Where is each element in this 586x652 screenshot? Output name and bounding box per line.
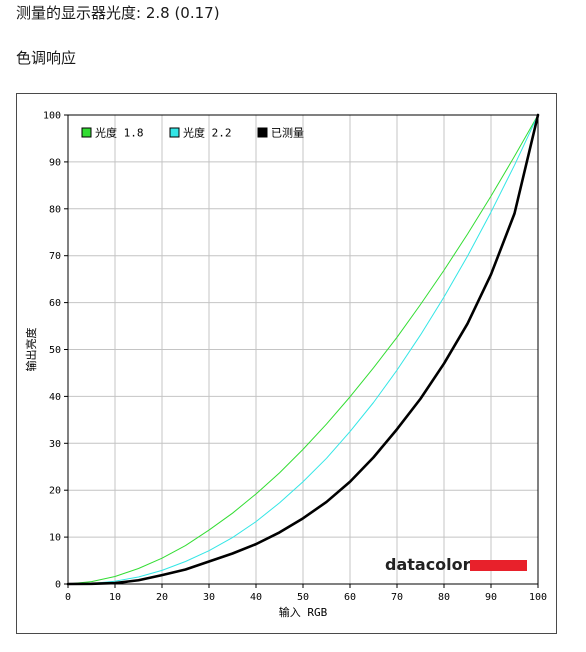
chart-frame: 0 10 20 30 40 50 60 70 80 90 100 0 10 20 30 40 50 60 70 80 9… <box>16 93 557 634</box>
legend-label: 光度 1.8 <box>95 126 144 140</box>
plot-border <box>67 114 539 585</box>
x-tick-label: 0 <box>65 592 71 603</box>
x-tick-label: 30 <box>203 592 215 603</box>
legend-swatch <box>257 127 268 138</box>
x-tick-label: 20 <box>156 592 168 603</box>
y-tick-label: 70 <box>49 251 61 262</box>
x-tick-label: 70 <box>391 592 403 603</box>
legend-swatch <box>81 127 92 138</box>
y-tick-label: 40 <box>49 392 61 403</box>
x-tick-label: 40 <box>250 592 262 603</box>
page-title: 测量的显示器光度: 2.8 (0.17) <box>16 4 220 22</box>
chart-series <box>66 113 540 586</box>
datacolor-logo-bar <box>470 560 527 571</box>
x-tick-label: 80 <box>438 592 450 603</box>
y-tick-label: 50 <box>49 345 61 356</box>
tone-response-chart: 0 10 20 30 40 50 60 70 80 90 100 0 10 20 30 40 50 60 70 80 9… <box>24 111 547 620</box>
x-axis-label: 输入 RGB <box>279 605 328 619</box>
datacolor-logo: datacolor <box>385 555 527 574</box>
x-tick-label: 90 <box>485 592 497 603</box>
series-line-1 <box>67 114 539 585</box>
y-tick-label: 20 <box>49 486 61 497</box>
x-tick-label: 50 <box>297 592 309 603</box>
chart-legend: 光度 1.8 光度 2.2 已测量 <box>81 126 304 140</box>
x-tick-label: 10 <box>109 592 121 603</box>
y-axis-label: 输出亮度 <box>24 328 38 372</box>
y-tick-label: 30 <box>49 439 61 450</box>
y-tick-label: 80 <box>49 204 61 215</box>
y-tick-label: 60 <box>49 298 61 309</box>
chart-axes: 0 10 20 30 40 50 60 70 80 90 100 0 10 20 30 40 50 60 70 80 9… <box>43 111 547 604</box>
y-tick-label: 0 <box>55 580 61 591</box>
x-tick-label: 60 <box>344 592 356 603</box>
y-tick-label: 10 <box>49 533 61 544</box>
section-title: 色调响应 <box>16 49 77 67</box>
series-line-3 <box>66 113 540 586</box>
series-line-2 <box>67 114 539 585</box>
y-tick-label: 100 <box>43 111 61 122</box>
legend-label: 光度 2.2 <box>183 126 232 140</box>
legend-label: 已测量 <box>271 127 304 140</box>
chart-grid <box>67 114 539 585</box>
x-tick-label: 100 <box>529 592 547 603</box>
y-tick-label: 90 <box>49 157 61 168</box>
datacolor-logo-text: datacolor <box>385 555 471 574</box>
legend-swatch <box>169 127 180 138</box>
